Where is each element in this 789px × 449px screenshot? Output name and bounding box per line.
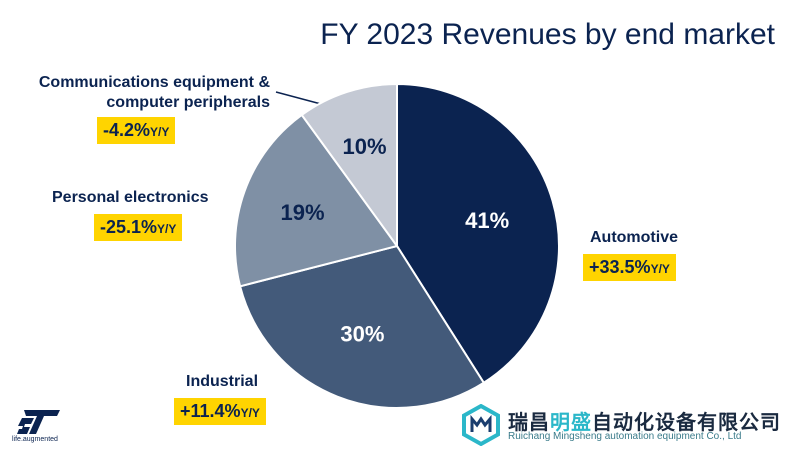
pie-slice-industrial bbox=[238, 244, 486, 409]
st-logo: life.augmented bbox=[12, 408, 68, 446]
callout-industrial-label: Industrial bbox=[186, 373, 259, 390]
yoy-value: +11.4% bbox=[180, 401, 241, 421]
watermark-subtitle: Ruichang Mingsheng automation equipment … bbox=[508, 431, 742, 442]
callout-industrial: Industrial +11.4%Y/Y bbox=[174, 372, 266, 425]
pie-label-personal-electronics: 19% bbox=[280, 200, 324, 225]
watermark-hexagon-icon bbox=[462, 404, 500, 446]
yoy-badge-automotive: +33.5%Y/Y bbox=[583, 254, 676, 281]
callout-automotive: Automotive +33.5%Y/Y bbox=[583, 228, 678, 281]
yoy-badge-industrial: +11.4%Y/Y bbox=[174, 398, 266, 425]
callout-personal-electronics-label: Personal electronics bbox=[52, 189, 209, 206]
pie-label-industrial: 30% bbox=[340, 321, 384, 346]
watermark-name-part1: 瑞昌 bbox=[508, 412, 550, 434]
callout-personal-electronics: Personal electronics -25.1%Y/Y bbox=[52, 188, 209, 241]
watermark: 瑞昌明盛自动化设备有限公司 Ruichang Mingsheng automat… bbox=[460, 404, 786, 446]
watermark-name-highlight: 明盛 bbox=[550, 412, 592, 434]
callout-communications: Communications equipment & computer peri… bbox=[24, 73, 270, 144]
st-logo-icon bbox=[17, 410, 60, 434]
pie-label-communications: 10% bbox=[342, 134, 386, 159]
chart-title: FY 2023 Revenues by end market bbox=[320, 18, 775, 51]
callout-automotive-label: Automotive bbox=[590, 229, 678, 246]
yoy-badge-personal-electronics: -25.1%Y/Y bbox=[94, 214, 183, 241]
pie-slice-communications bbox=[300, 82, 398, 250]
yoy-suffix: Y/Y bbox=[157, 222, 177, 236]
pie-slice-personal-electronics bbox=[234, 113, 399, 288]
yoy-value: -4.2% bbox=[103, 120, 151, 140]
yoy-value: +33.5% bbox=[589, 257, 651, 277]
watermark-company-name: 瑞昌明盛自动化设备有限公司 bbox=[508, 406, 781, 435]
callout-communications-line2: computer peripherals bbox=[106, 94, 270, 111]
yoy-suffix: Y/Y bbox=[650, 262, 670, 276]
callout-communications-line1: Communications equipment & bbox=[38, 74, 270, 91]
watermark-name-part2: 自动化设备有限公司 bbox=[592, 412, 781, 434]
yoy-suffix: Y/Y bbox=[150, 125, 170, 139]
yoy-suffix: Y/Y bbox=[240, 406, 260, 420]
pie-label-automotive: 41% bbox=[465, 208, 509, 233]
yoy-value: -25.1% bbox=[100, 217, 158, 237]
st-logo-tagline: life.augmented bbox=[12, 436, 58, 443]
yoy-badge-communications: -4.2%Y/Y bbox=[97, 117, 176, 144]
